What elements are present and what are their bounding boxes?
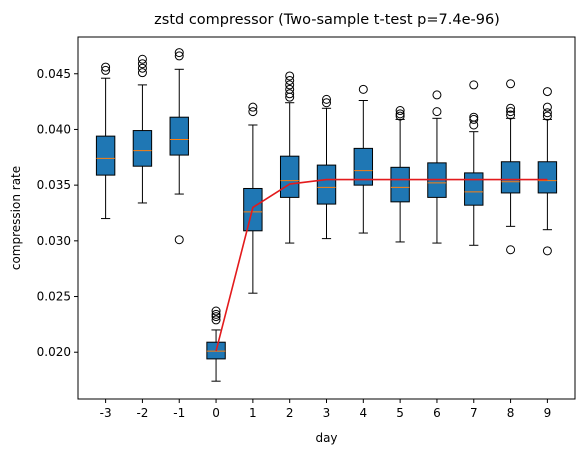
x-axis: -3 -2 -1 0 1 2 3 4 5 6 7 8 9 xyxy=(100,399,552,420)
box-day-2 xyxy=(279,71,300,244)
chart-title: zstd compressor (Two-sample t-test p=7.4… xyxy=(154,12,500,28)
x-tick-label: 0 xyxy=(212,406,220,420)
outlier-point xyxy=(506,245,516,255)
box-day-0 xyxy=(206,306,226,382)
outlier-point xyxy=(285,80,295,90)
x-tick-label: 1 xyxy=(249,406,257,420)
iqr-box xyxy=(537,161,558,194)
boxes-layer xyxy=(95,48,558,382)
outlier-point xyxy=(469,80,479,90)
outlier-point xyxy=(395,109,405,119)
x-tick-label: 8 xyxy=(507,406,515,420)
iqr-box xyxy=(353,147,374,186)
box-day-8 xyxy=(500,79,521,255)
box-day-3 xyxy=(316,94,337,240)
outlier-point xyxy=(174,48,184,58)
x-tick-label: -3 xyxy=(100,406,112,420)
outlier-point xyxy=(542,102,552,112)
outlier-point xyxy=(101,65,111,75)
x-tick-label: 9 xyxy=(544,406,552,420)
y-tick-label: 0.035 xyxy=(37,178,71,192)
outlier-point xyxy=(358,84,368,94)
box-day-4 xyxy=(353,84,374,234)
outlier-point xyxy=(542,111,552,121)
outlier-point xyxy=(211,306,221,316)
outlier-point xyxy=(542,87,552,97)
trend-line xyxy=(215,178,548,352)
outlier-point xyxy=(432,90,442,100)
x-tick-label: 4 xyxy=(359,406,367,420)
outlier-point xyxy=(137,54,147,64)
outlier-point xyxy=(285,84,295,94)
outlier-point xyxy=(395,106,405,116)
outlier-point xyxy=(248,102,258,112)
iqr-box xyxy=(95,135,116,176)
iqr-box xyxy=(279,155,300,198)
box-day-7 xyxy=(464,80,484,246)
outlier-point xyxy=(137,68,147,78)
y-tick-label: 0.045 xyxy=(37,67,71,81)
iqr-box xyxy=(390,166,410,203)
plot-area xyxy=(77,36,576,400)
box-day--2 xyxy=(132,54,153,204)
x-tick-label: 3 xyxy=(323,406,331,420)
trend-layer xyxy=(215,178,548,352)
y-tick-label: 0.030 xyxy=(37,234,71,248)
y-tick-label: 0.020 xyxy=(37,345,71,359)
outlier-point xyxy=(506,103,516,113)
outlier-point xyxy=(469,114,479,124)
outlier-point xyxy=(137,63,147,73)
outlier-point xyxy=(322,98,331,108)
x-tick-label: 5 xyxy=(396,406,404,420)
box-day--1 xyxy=(169,48,189,245)
outlier-point xyxy=(285,71,295,81)
outlier-point xyxy=(211,315,221,325)
outlier-point xyxy=(211,312,221,322)
outlier-point xyxy=(137,59,147,69)
outlier-point xyxy=(469,112,479,122)
y-tick-label: 0.025 xyxy=(37,290,71,304)
outlier-point xyxy=(174,235,184,245)
y-axis-label: compression rate xyxy=(9,166,23,270)
x-tick-label: 2 xyxy=(286,406,294,420)
x-tick-label: 6 xyxy=(433,406,441,420)
iqr-box xyxy=(316,164,337,205)
outlier-point xyxy=(174,51,184,61)
outlier-point xyxy=(285,89,295,99)
outlier-point xyxy=(322,94,331,104)
x-tick-label: -2 xyxy=(136,406,148,420)
x-tick-label: -1 xyxy=(173,406,185,420)
outlier-point xyxy=(542,108,552,118)
x-tick-label: 7 xyxy=(470,406,478,420)
y-axis: 0.020 0.025 0.030 0.035 0.040 0.045 xyxy=(37,67,78,359)
outlier-point xyxy=(506,110,516,120)
box-day-5 xyxy=(390,106,410,243)
outlier-point xyxy=(506,79,516,89)
outlier-point xyxy=(211,309,221,319)
iqr-box xyxy=(132,130,153,167)
x-axis-label: day xyxy=(315,431,337,445)
iqr-box xyxy=(464,172,484,206)
y-tick-label: 0.040 xyxy=(37,122,71,136)
box-day-9 xyxy=(537,87,558,256)
iqr-box xyxy=(169,116,189,156)
outlier-point xyxy=(542,246,552,256)
box-day-1 xyxy=(243,102,263,294)
box-day--3 xyxy=(95,62,116,220)
outlier-point xyxy=(248,107,258,117)
outlier-point xyxy=(285,75,295,85)
box-day-6 xyxy=(427,90,447,244)
outlier-point xyxy=(432,107,442,117)
outlier-point xyxy=(506,107,516,117)
outlier-point xyxy=(395,111,405,121)
iqr-box xyxy=(500,161,521,194)
outlier-point xyxy=(101,62,111,72)
